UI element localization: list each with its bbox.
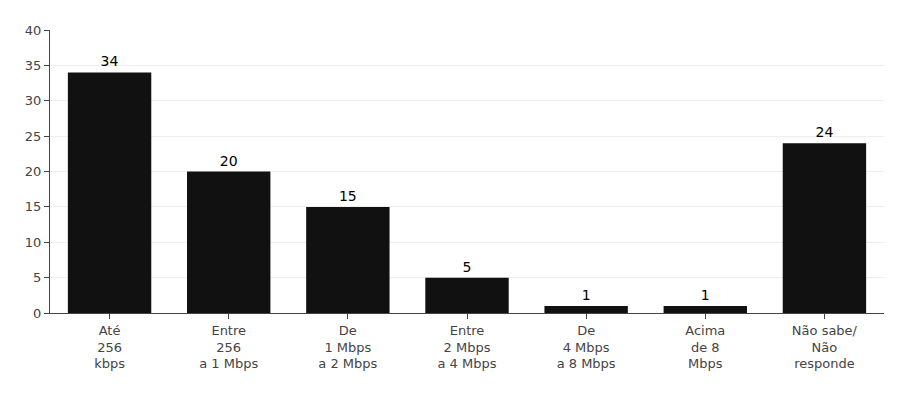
svg-text:0: 0: [33, 306, 41, 321]
svg-text:Até256kbps: Até256kbps: [94, 323, 125, 372]
svg-text:30: 30: [25, 93, 42, 108]
svg-text:40: 40: [25, 23, 42, 38]
svg-text:De1 Mbpsa 2 Mbps: De1 Mbpsa 2 Mbps: [318, 323, 377, 372]
svg-text:Entre2 Mbpsa 4 Mbps: Entre2 Mbpsa 4 Mbps: [438, 323, 497, 372]
svg-text:Não sabe/Nãoresponde: Não sabe/Nãoresponde: [792, 323, 858, 372]
svg-text:10: 10: [25, 235, 42, 250]
svg-text:20: 20: [220, 153, 238, 169]
svg-text:34: 34: [101, 53, 119, 69]
svg-text:Entre256a 1 Mbps: Entre256a 1 Mbps: [199, 323, 258, 372]
svg-text:15: 15: [339, 188, 357, 204]
svg-text:15: 15: [25, 199, 42, 214]
svg-text:De4 Mbpsa 8 Mbps: De4 Mbpsa 8 Mbps: [557, 323, 616, 372]
svg-text:1: 1: [582, 287, 591, 303]
svg-text:5: 5: [463, 259, 472, 275]
svg-text:1: 1: [701, 287, 710, 303]
svg-text:24: 24: [815, 124, 833, 140]
svg-text:25: 25: [25, 129, 42, 144]
svg-text:5: 5: [33, 270, 41, 285]
svg-text:20: 20: [25, 164, 42, 179]
svg-text:35: 35: [25, 58, 42, 73]
svg-text:Acimade 8Mbps: Acimade 8Mbps: [685, 323, 725, 372]
